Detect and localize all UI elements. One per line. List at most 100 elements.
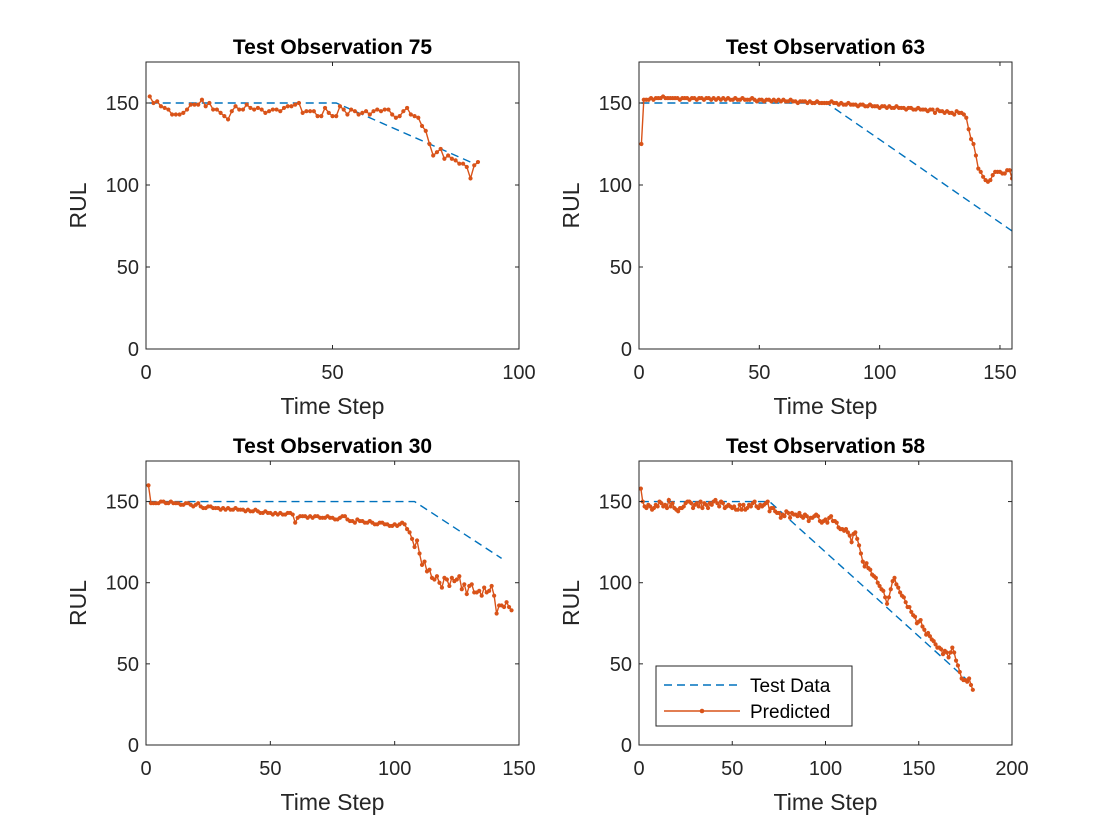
predicted-point [815, 514, 821, 519]
predicted-point [968, 136, 974, 142]
subplot-4: 0 50 100 150 200 0 50 100 150 Test Observation 58… [558, 435, 1029, 815]
predicted-point [933, 642, 938, 647]
predicted-point [955, 663, 961, 668]
predicted-point [1017, 181, 1021, 185]
predicted-point [922, 627, 927, 632]
predicted-point [765, 499, 770, 504]
predicted-point [453, 158, 458, 163]
predicted-point [704, 502, 709, 507]
predicted-point [304, 109, 309, 114]
predicted-point [990, 173, 995, 178]
legend-test-data-label: Test Data [750, 676, 831, 697]
predicted-point [207, 100, 212, 106]
x-tick-label: 100 [809, 758, 842, 780]
y-tick-label: 100 [599, 175, 632, 197]
x-tick-label: 100 [378, 758, 411, 780]
predicted-point [932, 110, 938, 115]
predicted-point [782, 514, 787, 519]
predicted-point [477, 588, 482, 593]
y-tick-label: 50 [610, 257, 632, 279]
predicted-point [405, 105, 410, 111]
predicted-point [464, 591, 469, 597]
subplot-1: 0 50 100 0 50 100 150 Test Observation 75 Time S… [65, 36, 536, 419]
predicted-point [390, 112, 395, 117]
predicted-point [828, 514, 834, 519]
y-tick-label: 150 [599, 492, 632, 514]
predicted-point [786, 510, 791, 516]
predicted-point [981, 174, 986, 179]
plot-content [639, 94, 1021, 232]
predicted-point [756, 505, 761, 511]
x-axis-label: Time Step [774, 393, 878, 419]
predicted-point [858, 551, 864, 556]
predicted-point [940, 652, 946, 657]
predicted-point [676, 509, 681, 514]
predicted-point [155, 99, 160, 104]
predicted-point [896, 585, 901, 590]
plot-area [146, 461, 519, 745]
predicted-point [795, 514, 800, 519]
predicted-point [382, 107, 387, 112]
predicted-point [166, 107, 171, 112]
predicted-point [322, 105, 328, 111]
predicted-point [345, 112, 350, 117]
predicted-point [778, 515, 783, 520]
predicted-point [976, 166, 981, 171]
predicted-point [501, 604, 507, 610]
predicted-point [737, 502, 742, 507]
predicted-point [1002, 171, 1007, 176]
predicted-point [352, 109, 357, 114]
predicted-point [192, 102, 197, 107]
predicted-point [218, 110, 223, 115]
predicted-point [459, 587, 464, 592]
predicted-point [412, 544, 417, 550]
y-tick-label: 0 [128, 735, 139, 757]
subplot-title: Test Observation 75 [233, 36, 433, 59]
predicted-point [337, 104, 343, 109]
predicted-point [717, 504, 722, 509]
x-axis-label: Time Step [774, 789, 878, 815]
plot-area [639, 62, 1012, 349]
y-tick-label: 150 [106, 93, 139, 115]
predicted-point [952, 112, 957, 117]
predicted-point [639, 141, 644, 147]
predicted-point [748, 504, 754, 509]
predicted-point [188, 102, 193, 107]
predicted-point [957, 669, 962, 675]
predicted-point [449, 156, 454, 161]
predicted-point [973, 153, 979, 158]
predicted-point [409, 536, 415, 541]
predicted-point [423, 128, 428, 133]
predicted-point [1015, 185, 1019, 189]
predicted-point [270, 107, 275, 112]
x-tick-label: 100 [863, 362, 896, 384]
y-tick-label: 100 [599, 573, 632, 595]
predicted-point [468, 176, 473, 181]
predicted-point [147, 94, 152, 99]
predicted-point [407, 530, 412, 535]
x-tick-label: 50 [748, 362, 770, 384]
predicted-point [386, 107, 391, 112]
predicted-point [434, 150, 440, 155]
predicted-point [890, 578, 895, 584]
y-axis-label: RUL [558, 580, 584, 626]
predicted-point [464, 164, 469, 170]
predicted-point [855, 536, 860, 541]
predicted-point [237, 107, 242, 112]
legend-box [655, 665, 853, 727]
predicted-point [414, 538, 420, 543]
predicted-point [931, 639, 936, 644]
predicted-point [918, 617, 923, 623]
predicted-point [196, 102, 201, 107]
predicted-point [971, 141, 976, 147]
predicted-point [326, 110, 331, 115]
predicted-point [946, 655, 951, 660]
predicted-point [709, 502, 714, 507]
predicted-point [334, 114, 339, 119]
predicted-point [668, 504, 673, 509]
legend: Test Data Predicted [655, 665, 853, 727]
predicted-point [475, 159, 481, 165]
predicted-point [961, 112, 966, 117]
predicted-point [196, 501, 201, 506]
predicted-point [454, 577, 459, 582]
